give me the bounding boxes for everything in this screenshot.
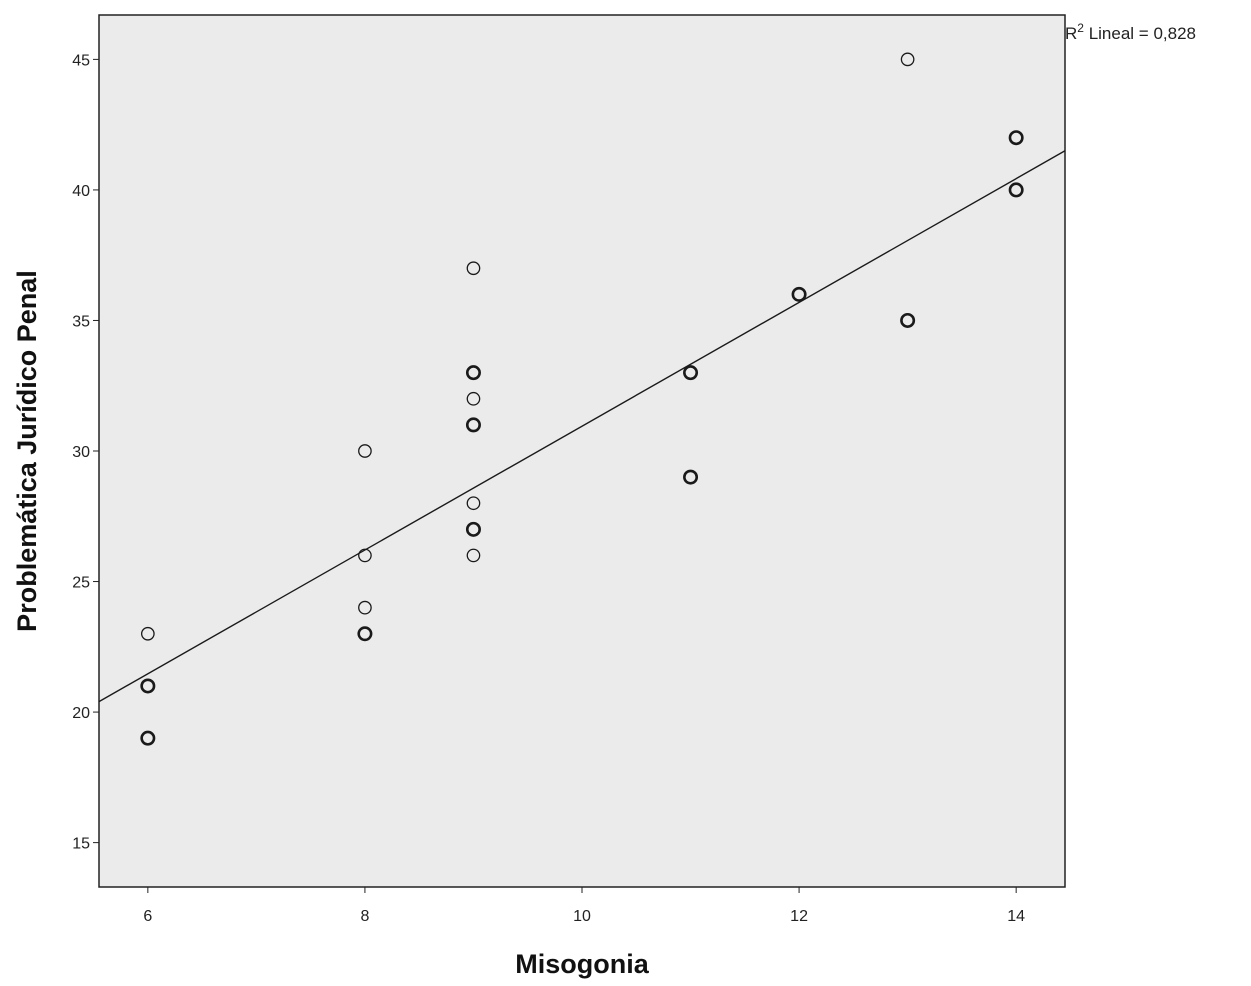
- y-tick-label: 45: [72, 52, 90, 69]
- scatter-point: [465, 365, 481, 381]
- y-tick-label: 15: [72, 836, 90, 853]
- x-tick-label: 14: [1007, 908, 1025, 925]
- scatter-point: [683, 469, 699, 485]
- scatter-point: [466, 391, 481, 406]
- r2-label-value: Lineal = 0,828: [1084, 24, 1196, 43]
- scatter-point: [140, 730, 156, 746]
- x-axis-title: Misogonia: [515, 949, 649, 979]
- y-axis: 15 20 25 30 35 40 45: [72, 52, 99, 853]
- scatter-point: [900, 52, 915, 67]
- y-axis-title: Problemática Jurídico Penal: [12, 270, 42, 632]
- y-tick-label: 20: [72, 705, 90, 722]
- regression-line-group: [98, 150, 1066, 703]
- scatter-point: [791, 286, 807, 302]
- scatter-point: [900, 312, 916, 328]
- y-tick-label: 35: [72, 313, 90, 330]
- x-tick-label: 6: [143, 908, 152, 925]
- r2-label-superscript: 2: [1077, 21, 1084, 35]
- scatter-point: [1008, 182, 1024, 198]
- x-axis: 6 8 10 12 14: [143, 887, 1025, 925]
- y-tick-label: 40: [72, 183, 90, 200]
- regression-line: [98, 150, 1066, 703]
- scatter-point: [465, 417, 481, 433]
- y-tick-label: 30: [72, 444, 90, 461]
- scatter-point: [465, 521, 481, 537]
- plot-area: [98, 14, 1066, 888]
- x-tick-label: 8: [360, 908, 369, 925]
- scatter-point: [466, 548, 481, 563]
- scatter-point: [358, 548, 372, 563]
- scatter-point: [140, 626, 155, 641]
- scatter-point: [466, 261, 481, 276]
- x-tick-label: 12: [790, 908, 808, 925]
- scatter-point: [1008, 130, 1024, 146]
- scatter-point: [466, 496, 481, 511]
- scatter-point: [357, 626, 373, 642]
- r2-label-prefix: R: [1065, 24, 1077, 43]
- r2-label: R2 Lineal = 0,828: [1065, 21, 1196, 43]
- x-tick-label: 10: [573, 908, 591, 925]
- y-tick-label: 25: [72, 575, 90, 592]
- scatter-point: [358, 444, 372, 458]
- scatter-point: [140, 678, 156, 694]
- scatter-point: [358, 600, 372, 615]
- scatter-point: [683, 365, 699, 381]
- scatter-points: [140, 52, 1024, 746]
